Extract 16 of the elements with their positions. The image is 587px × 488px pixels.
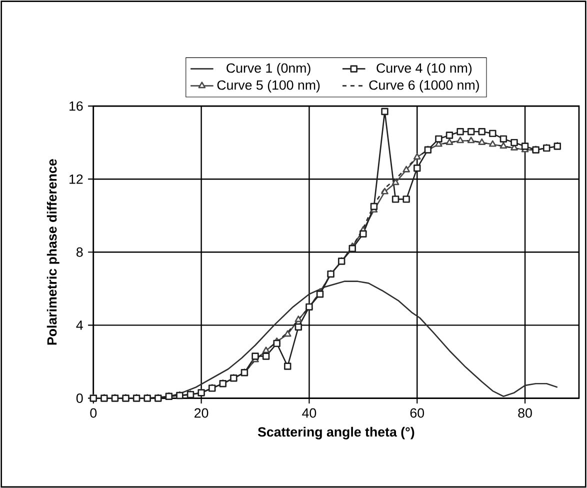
legend-label: Curve 5 (100 nm)	[217, 80, 320, 92]
legend-label: Curve 4 (10 nm)	[376, 62, 472, 76]
y-tick-label: 4	[76, 320, 83, 330]
y-tick-label: 16	[70, 101, 83, 111]
x-axis-title: Scattering angle theta (°)	[258, 426, 414, 440]
x-tick-label: 0	[90, 408, 97, 418]
x-tick-label: 20	[194, 408, 208, 418]
y-tick-label: 8	[76, 247, 83, 257]
y-axis-title: Polarimetric phase difference	[46, 159, 60, 345]
y-tick-label: 12	[70, 174, 83, 184]
y-tick-label: 0	[76, 393, 83, 403]
legend-label: Curve 1 (0nm)	[226, 62, 310, 76]
x-tick-label: 80	[518, 408, 532, 418]
x-tick-label: 60	[410, 408, 424, 418]
legend-label: Curve 6 (1000 nm)	[369, 80, 479, 92]
x-tick-label: 40	[302, 408, 316, 418]
